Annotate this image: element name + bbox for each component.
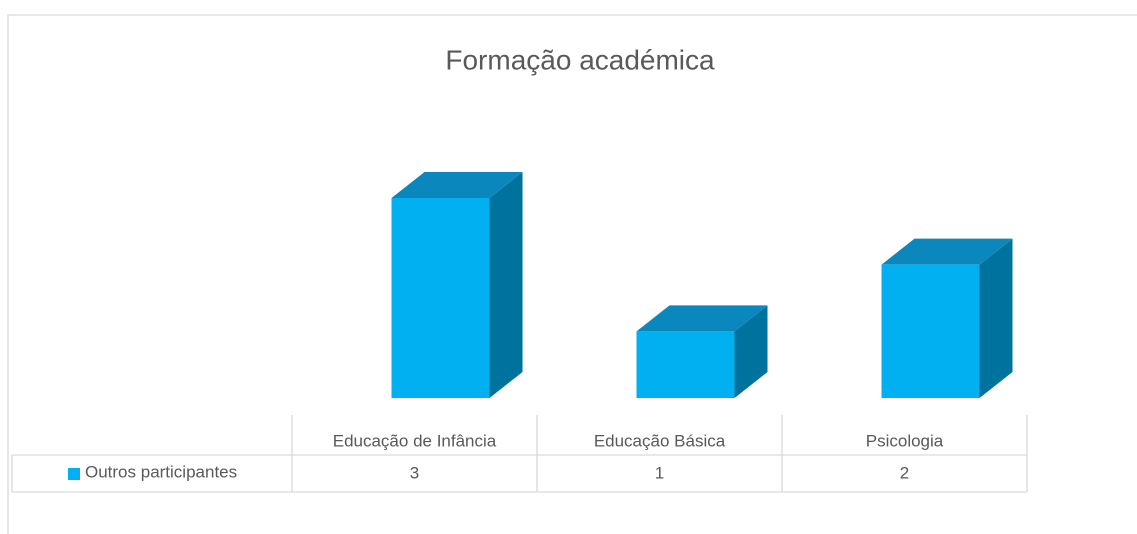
bar-top [391,172,523,198]
x-tick-label: Psicologia [866,431,944,450]
table-value: 3 [410,463,419,482]
table-value: 1 [655,463,664,482]
legend-label: Outros participantes [85,462,237,481]
bar-side [979,238,1013,398]
legend-key [68,468,80,480]
chart-title: Formação académica [445,44,715,75]
x-tick-label: Educação de Infância [333,431,497,450]
bar [391,198,490,398]
bar-top [636,305,768,332]
bar [881,264,980,398]
bar [636,331,735,398]
table-value: 2 [900,463,909,482]
bar-side [734,305,768,398]
bar-top [881,238,1013,265]
x-tick-label: Educação Básica [594,431,726,450]
bar-side [489,172,523,398]
chart-border [7,14,1137,534]
